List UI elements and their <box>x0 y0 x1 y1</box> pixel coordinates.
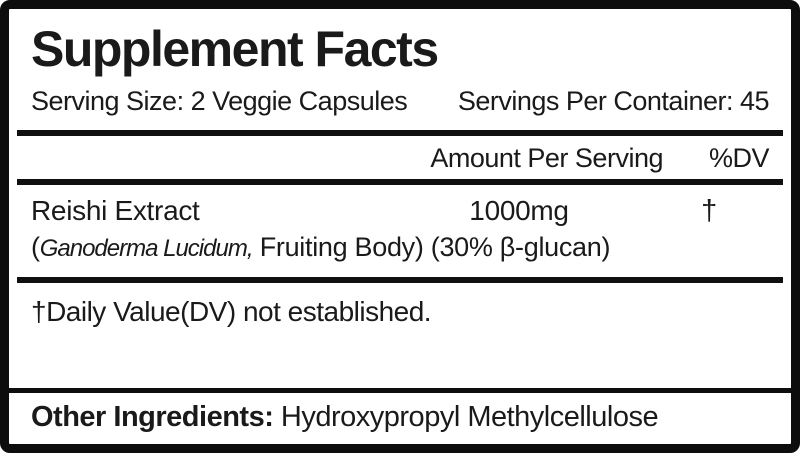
ingredient-dv-dagger: † <box>701 194 717 227</box>
panel-title: Supplement Facts <box>31 21 439 77</box>
serving-size: Serving Size: 2 Veggie Capsules <box>31 85 408 116</box>
detail-open-paren: ( <box>31 231 40 262</box>
divider-thick-bottom <box>17 276 783 283</box>
column-header-row: Amount Per Serving %DV <box>9 143 791 174</box>
divider-thick-header <box>17 178 783 185</box>
divider-thick-top <box>17 129 783 136</box>
ingredient-detail-line: (Ganoderma Lucidum, Fruiting Body) (30% … <box>9 232 791 263</box>
servings-per-container: Servings Per Container: 45 <box>457 85 770 116</box>
ingredient-amount: 1000mg <box>469 194 569 226</box>
other-ingredients-label: Other Ingredients: <box>31 401 274 433</box>
divider-other-ingredients <box>9 388 791 393</box>
ingredient-row: Reishi Extract 1000mg † <box>9 195 791 228</box>
percent-dv-header: %DV <box>708 142 770 173</box>
other-ingredients-row: Other Ingredients: Hydroxypropyl Methylc… <box>9 393 791 444</box>
ingredient-name: Reishi Extract <box>31 194 200 226</box>
ingredient-detail-rest: Fruiting Body) (30% β-glucan) <box>252 231 611 262</box>
serving-info-row: Serving Size: 2 Veggie Capsules Servings… <box>9 86 791 117</box>
other-ingredients-value: Hydroxypropyl Methylcellulose <box>273 401 659 433</box>
ingredient-latin-name: Ganoderma Lucidum, <box>39 234 254 262</box>
amount-per-serving-header: Amount Per Serving <box>430 142 663 173</box>
daily-value-footnote: †Daily Value(DV) not established. <box>31 295 432 327</box>
